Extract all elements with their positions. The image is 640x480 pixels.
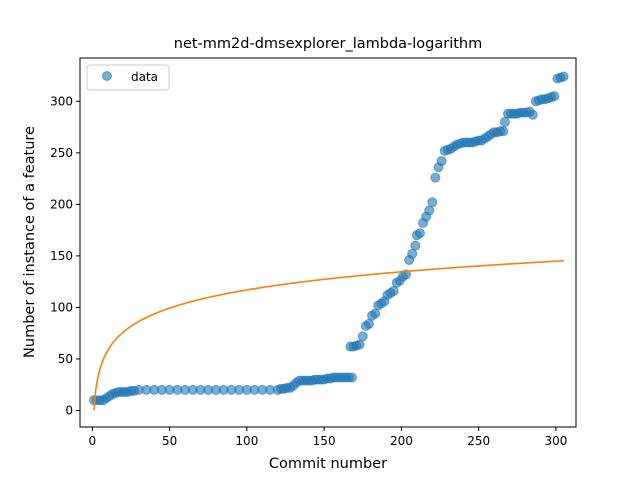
data-point (357, 331, 368, 342)
x-axis-label: Commit number (269, 456, 387, 472)
y-tick-label: 200 (50, 197, 73, 211)
data-point (370, 308, 381, 319)
data-point (499, 116, 510, 127)
data-point (558, 71, 569, 82)
data-point (363, 318, 374, 329)
plot-area (88, 71, 569, 411)
y-tick-label: 50 (58, 352, 73, 366)
data-point (527, 109, 538, 120)
data-point (407, 248, 418, 259)
y-tick-label: 300 (50, 94, 73, 108)
data-point (427, 197, 438, 208)
data-point (414, 228, 425, 239)
y-tick-label: 150 (50, 249, 73, 263)
data-point (388, 285, 399, 296)
x-tick-label: 150 (313, 434, 336, 448)
data-point (424, 205, 435, 216)
data-point (346, 372, 357, 383)
x-tick-label: 250 (467, 434, 490, 448)
data-point (354, 339, 365, 350)
y-axis-label: Number of instance of a feature (22, 126, 38, 358)
x-tick-label: 200 (390, 434, 413, 448)
fit-line (93, 259, 564, 411)
data-point (436, 156, 447, 167)
y-tick-label: 100 (50, 300, 73, 314)
axes-frame (79, 57, 577, 428)
x-tick-label: 100 (235, 434, 258, 448)
x-axis-ticks: 0 50 100 150 200 250 300 (89, 427, 567, 448)
data-point (549, 91, 560, 102)
legend: data (86, 64, 170, 91)
y-tick-label: 250 (50, 146, 73, 160)
x-tick-label: 0 (89, 434, 97, 448)
legend-marker (102, 71, 112, 81)
legend-label: data (131, 70, 158, 84)
chart-title: net-mm2d-dmsexplorer_lambda-logarithm (174, 36, 483, 52)
data-point (498, 126, 509, 137)
x-tick-label: 300 (544, 434, 567, 448)
y-axis-ticks: 0 50 100 150 200 250 300 (50, 94, 80, 418)
data-point (430, 172, 441, 183)
x-tick-label: 50 (162, 434, 177, 448)
y-tick-label: 0 (65, 404, 73, 418)
data-point (410, 240, 421, 251)
